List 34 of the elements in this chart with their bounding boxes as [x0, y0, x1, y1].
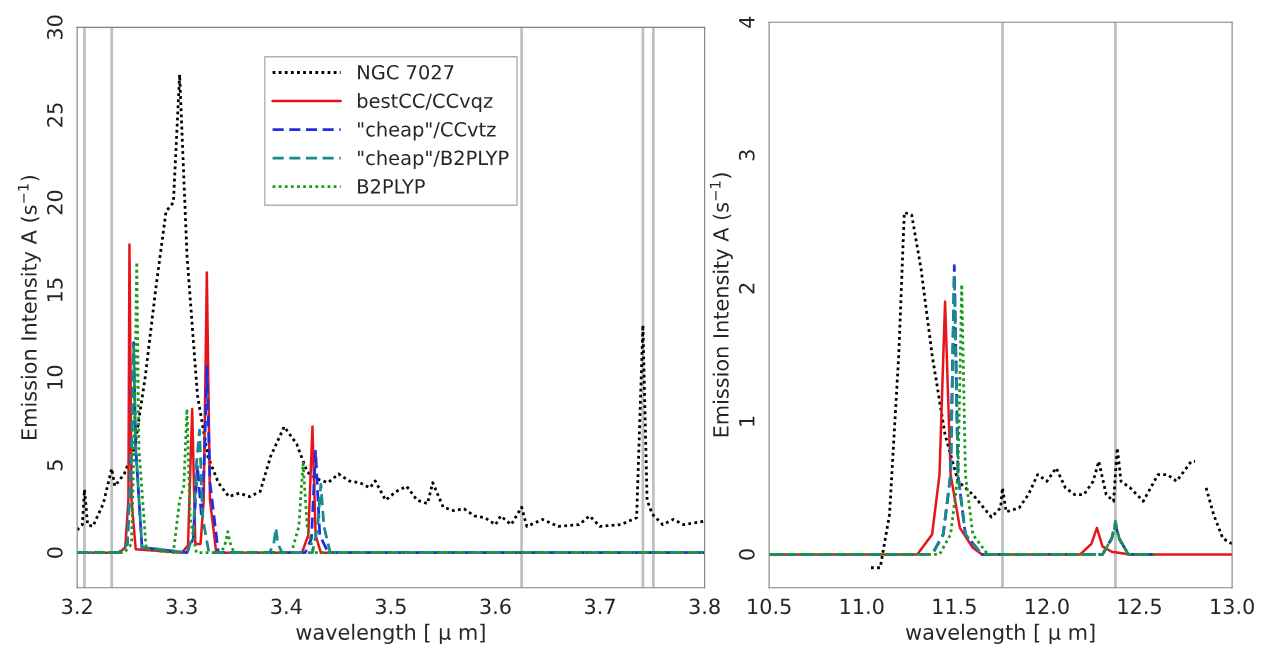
y-tick-label: 30 — [46, 15, 63, 40]
legend-label: NGC 7027 — [358, 64, 454, 80]
y-tick-label: 15 — [47, 278, 63, 302]
x-tick-label: 3.5 — [375, 598, 406, 615]
y-tick-label: 20 — [46, 190, 63, 215]
y-tick-label: 10 — [46, 365, 63, 389]
legend-label: B2PLYP — [358, 179, 425, 194]
y-tick-label: 1 — [739, 416, 755, 426]
legend-label: bestCC/CCvqz — [357, 93, 493, 112]
x-tick-label: 3.3 — [166, 598, 197, 615]
x-tick-label: 3.2 — [62, 598, 92, 615]
y-tick-label: 4 — [739, 16, 755, 28]
y-tick-label: 5 — [47, 460, 63, 471]
y-tick-label: 2 — [738, 283, 755, 294]
x-tick-label: 3.7 — [585, 598, 615, 615]
y-tick-label: 3 — [738, 150, 755, 161]
x-tick-label: 11.0 — [840, 598, 884, 615]
x-tick-label: 3.6 — [480, 598, 511, 615]
x-tick-label: 3.4 — [271, 598, 302, 615]
y-axis-title: Emission Intensity A (s$^{−1}$) — [709, 173, 733, 437]
y-tick-label: 0 — [46, 547, 63, 558]
y-axis-title: Emission Intensity A (s$^{−1}$) — [17, 175, 41, 439]
x-tick-label: 12.5 — [1118, 598, 1161, 615]
legend-label: "cheap"/CCvtz — [358, 121, 496, 141]
legend-label: "cheap"/B2PLYP — [358, 150, 509, 169]
x-tick-label: 3.8 — [689, 598, 720, 615]
x-axis-title: wavelength [ μ m] — [296, 623, 485, 644]
x-tick-label: 11.5 — [933, 598, 976, 615]
y-tick-label: 25 — [46, 103, 63, 127]
x-tick-label: 13.0 — [1211, 598, 1254, 615]
x-tick-label: 12.0 — [1026, 598, 1069, 615]
y-tick-label: 0 — [738, 549, 755, 560]
x-tick-label: 10.5 — [748, 598, 791, 615]
x-axis-title: wavelength [ μ m] — [905, 623, 1095, 644]
